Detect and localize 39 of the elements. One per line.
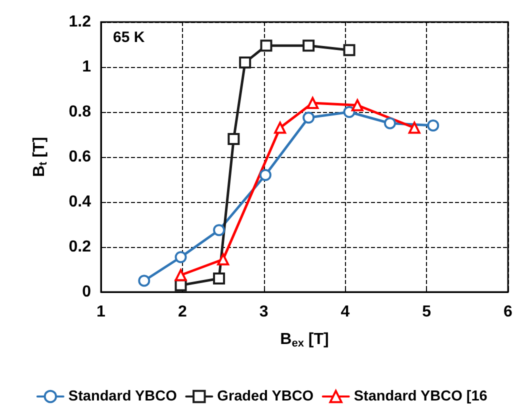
point bbox=[384, 117, 396, 130]
point bbox=[427, 120, 440, 132]
point bbox=[260, 40, 272, 52]
y-tick-label: 0 bbox=[82, 284, 92, 300]
point bbox=[174, 279, 187, 292]
point bbox=[213, 272, 226, 284]
point bbox=[343, 44, 356, 56]
x-tick-label: 5 bbox=[422, 304, 432, 320]
y-tick-label: 0.6 bbox=[68, 148, 92, 166]
legend-label: Graded YBCO bbox=[217, 388, 314, 404]
point bbox=[306, 97, 319, 109]
x-tick-label: 4 bbox=[340, 304, 350, 320]
x-tick-label: 3 bbox=[259, 304, 268, 320]
point bbox=[343, 106, 356, 118]
legend-label: Standard YBCO bbox=[68, 388, 177, 404]
y-axis-title: Bt [T] bbox=[31, 136, 50, 178]
y-tick-label: 0.2 bbox=[68, 238, 92, 256]
point bbox=[302, 40, 315, 52]
point bbox=[174, 269, 187, 282]
y-tick-label: 1.2 bbox=[68, 14, 92, 30]
x-tick-label: 1 bbox=[96, 304, 106, 320]
point bbox=[408, 122, 420, 134]
point bbox=[217, 253, 230, 266]
annotation: 65 K bbox=[113, 29, 145, 46]
point bbox=[239, 56, 252, 68]
y-tick-label: 0.4 bbox=[68, 194, 92, 210]
legend-label: Standard YBCO [16 bbox=[354, 388, 488, 404]
point bbox=[351, 99, 364, 112]
point bbox=[259, 169, 272, 181]
point bbox=[274, 122, 286, 134]
point bbox=[228, 133, 240, 145]
point bbox=[213, 224, 226, 236]
point bbox=[302, 112, 315, 124]
x-tick-label: 2 bbox=[178, 304, 187, 320]
y-tick-label: 1 bbox=[82, 58, 92, 76]
y-tick-label: 0.8 bbox=[68, 104, 92, 120]
point bbox=[138, 274, 150, 287]
x-tick-label: 6 bbox=[504, 304, 513, 320]
point bbox=[174, 251, 187, 264]
